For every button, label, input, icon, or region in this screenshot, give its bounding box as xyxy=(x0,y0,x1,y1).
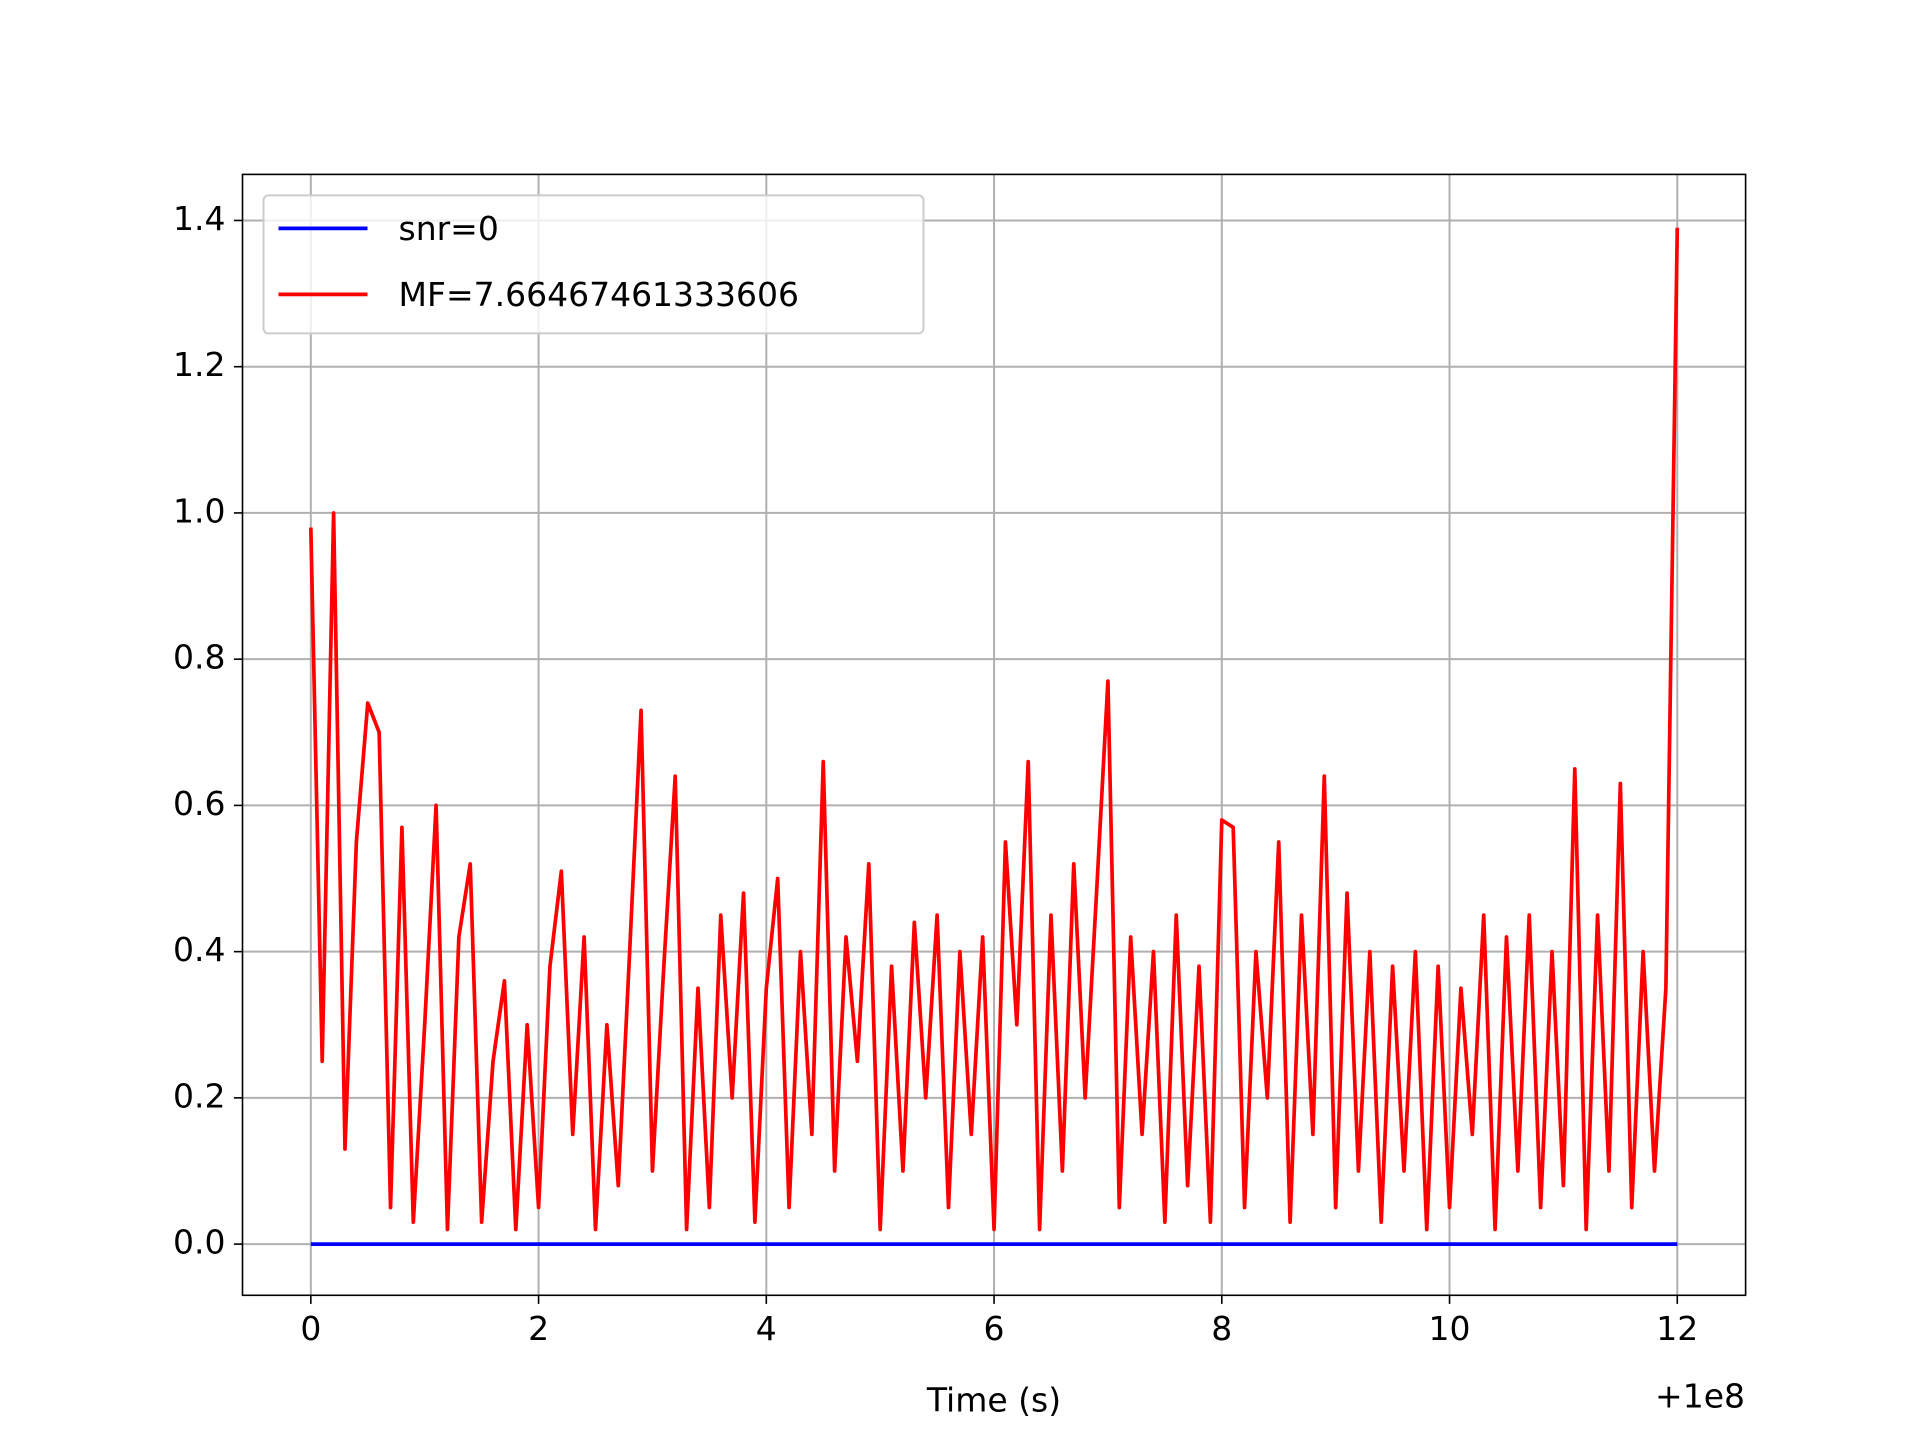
y-tick-label: 0.6 xyxy=(173,784,225,823)
x-tick-label: 6 xyxy=(984,1309,1005,1348)
axes-frame xyxy=(241,173,1747,1297)
x-tick-label: 8 xyxy=(1211,1309,1232,1348)
line-series xyxy=(308,227,1680,1232)
series-group xyxy=(308,227,1680,1232)
y-tick-label: 1.4 xyxy=(173,199,225,238)
x-offset-label: +1e8 xyxy=(1655,1377,1745,1416)
x-tick-label: 10 xyxy=(1429,1309,1471,1348)
x-tick-label: 0 xyxy=(300,1309,321,1348)
y-tick-label: 0.4 xyxy=(173,930,225,969)
y-tick-label: 0.2 xyxy=(173,1076,225,1115)
legend-box xyxy=(262,194,925,335)
y-tick-label: 0.8 xyxy=(173,638,225,677)
legend-label: snr=0 xyxy=(399,209,499,248)
x-axis-label: Time (s) xyxy=(926,1381,1061,1420)
y-tick-label: 1.0 xyxy=(173,491,225,530)
legend-label: MF=7.66467461333606 xyxy=(399,275,800,314)
x-tick-label: 4 xyxy=(756,1309,777,1348)
y-tick-label: 0.0 xyxy=(173,1223,225,1262)
y-tick-label: 1.2 xyxy=(173,345,225,384)
x-tick-label: 12 xyxy=(1656,1309,1698,1348)
x-tick-label: 2 xyxy=(528,1309,549,1348)
